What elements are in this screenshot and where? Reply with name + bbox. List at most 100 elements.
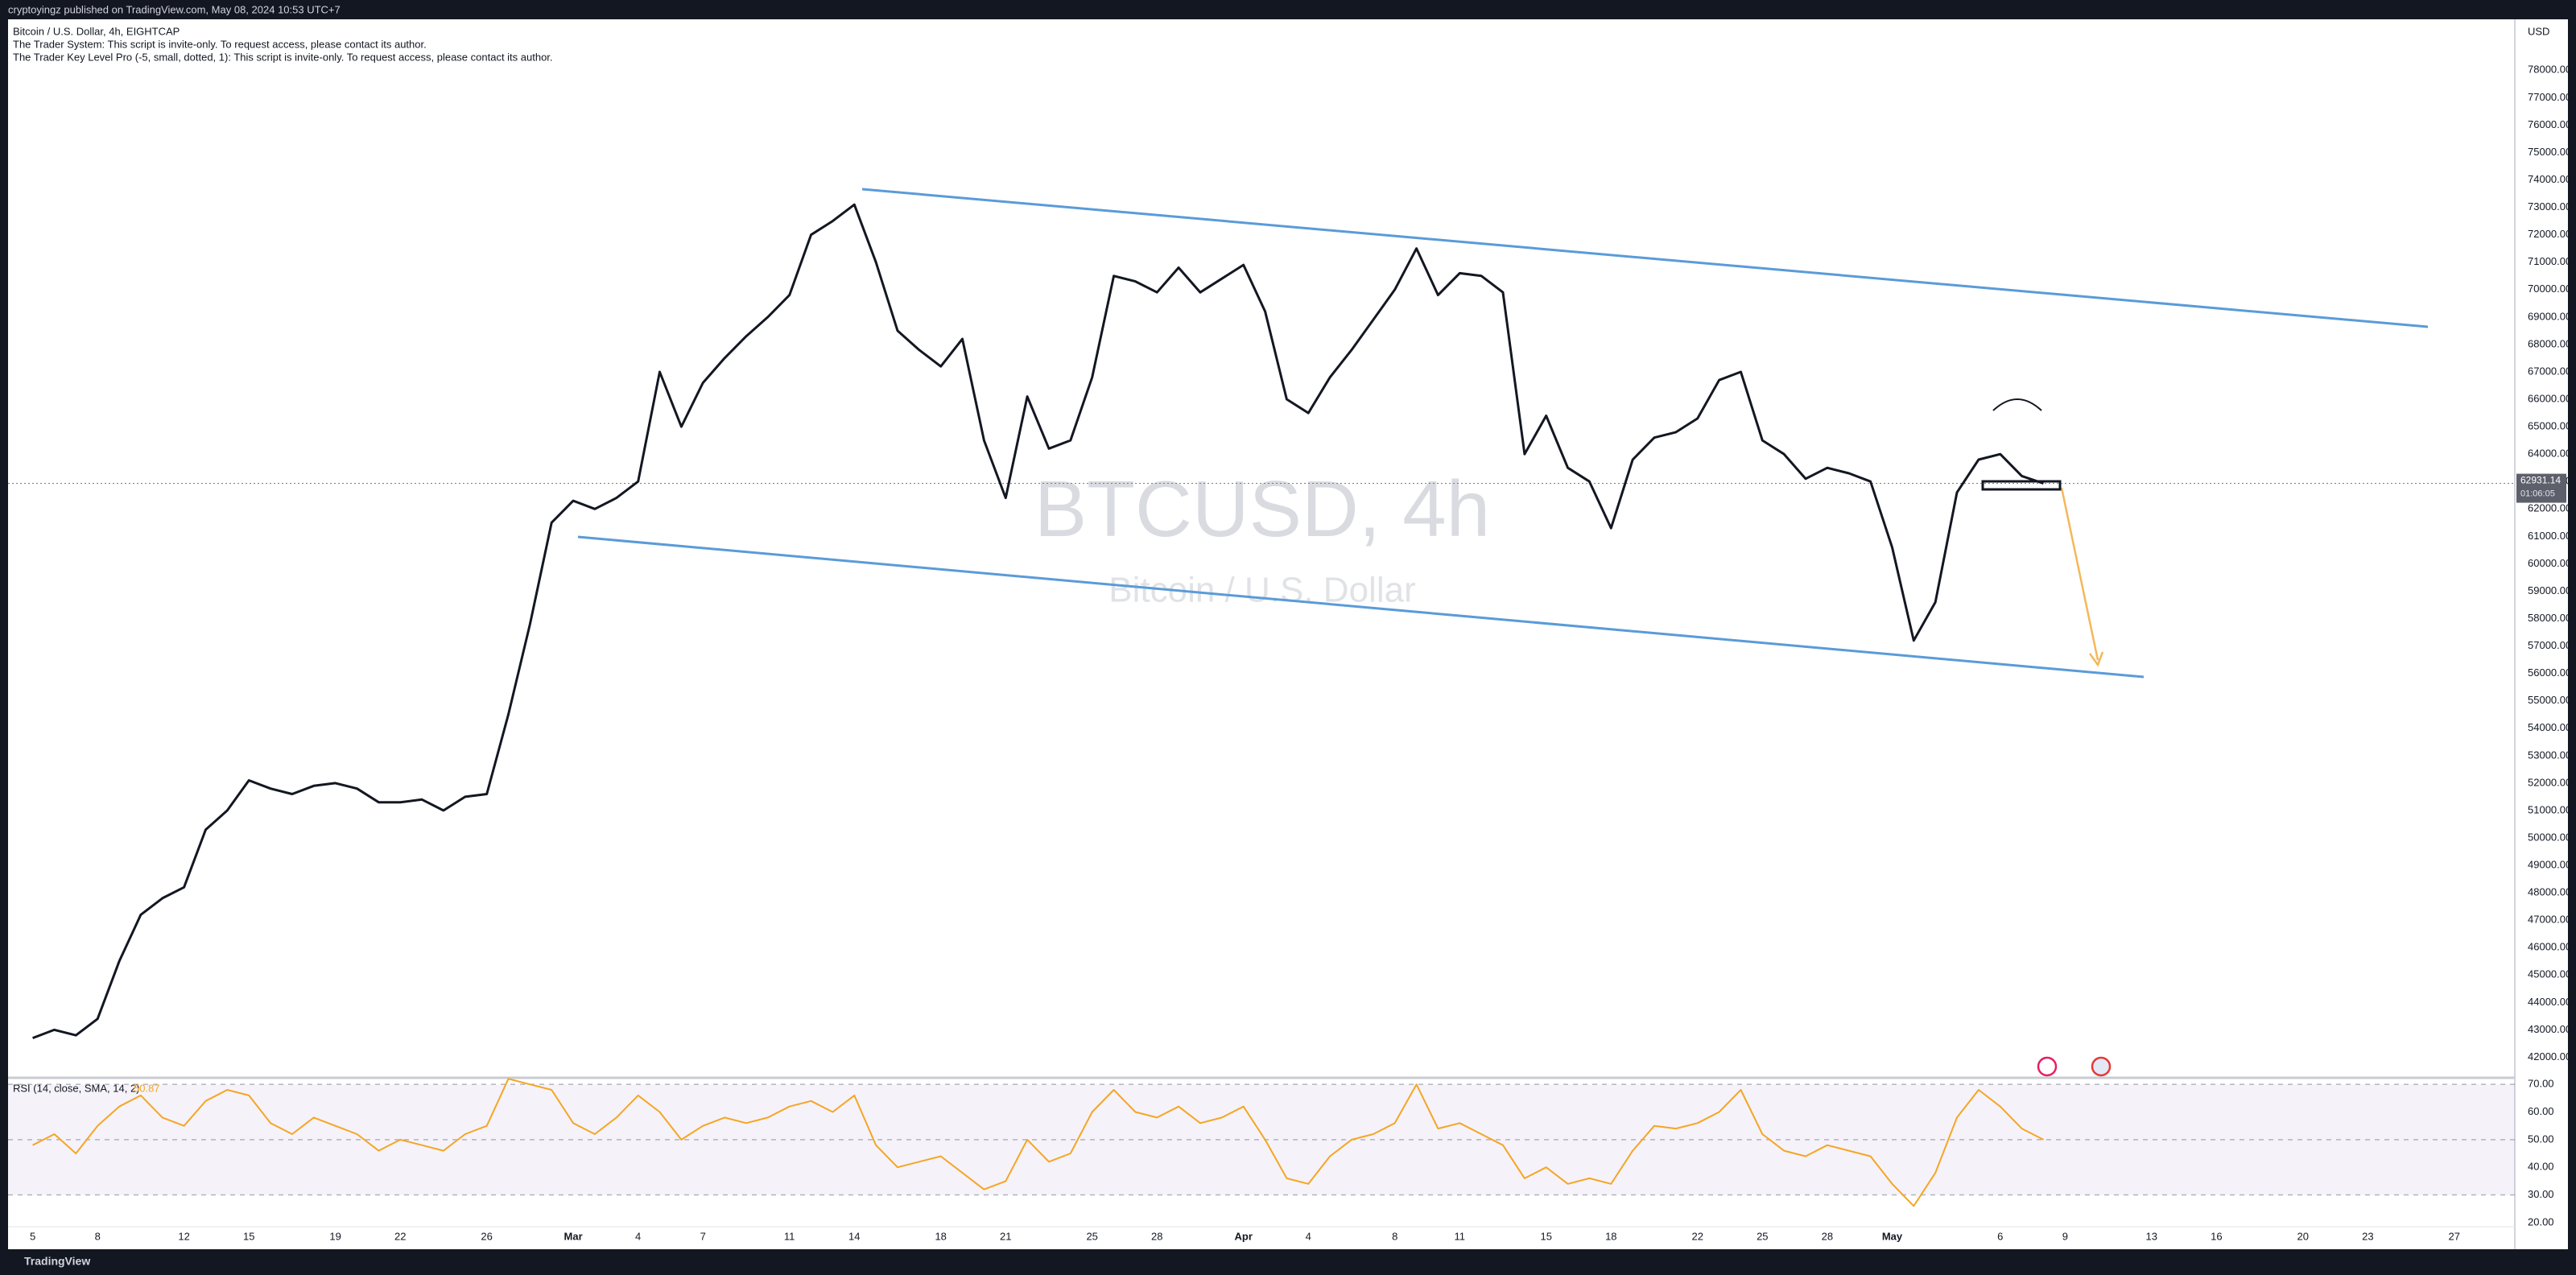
y-tick-label: 49000.00 [2528, 858, 2571, 870]
y-tick-label: 64000.00 [2528, 448, 2571, 460]
y-tick-label: 56000.00 [2528, 666, 2571, 679]
y-tick-label: 61000.00 [2528, 530, 2571, 542]
y-tick-label: 73000.00 [2528, 200, 2571, 212]
y-tick-label: 60000.00 [2528, 557, 2571, 569]
y-tick-label: 68000.00 [2528, 337, 2571, 349]
price-tag-value: 62931.14 [2520, 475, 2561, 486]
script-legend: The Trader System: This script is invite… [13, 38, 427, 50]
x-tick-label: 14 [848, 1230, 860, 1242]
bottom-bar [0, 1249, 2576, 1275]
x-tick-label: 22 [394, 1230, 406, 1242]
arrow-head [2088, 651, 2104, 667]
x-tick-label: 16 [2211, 1230, 2222, 1242]
y-tick-label: 78000.00 [2528, 64, 2571, 76]
y-tick-label: 30.00 [2528, 1188, 2554, 1200]
right-border [2568, 19, 2576, 1249]
x-tick-label: 27 [2449, 1230, 2460, 1242]
top-bar [0, 0, 2576, 19]
y-tick-label: 51000.00 [2528, 803, 2571, 815]
y-tick-label: 50.00 [2528, 1133, 2554, 1145]
x-tick-label: 20 [2297, 1230, 2309, 1242]
y-tick-label: 66000.00 [2528, 392, 2571, 404]
channel-upper [861, 188, 2429, 328]
key-level-box [1981, 480, 2062, 491]
x-tick-label: 8 [95, 1230, 101, 1242]
x-tick-label: 18 [1605, 1230, 1616, 1242]
x-tick-label: 6 [1997, 1230, 2003, 1242]
y-tick-label: 42000.00 [2528, 1050, 2571, 1062]
y-tick-label: 62000.00 [2528, 502, 2571, 514]
x-tick-label: 13 [2146, 1230, 2157, 1242]
x-tick-label: 28 [1822, 1230, 1833, 1242]
y-tick-label: 57000.00 [2528, 639, 2571, 651]
x-tick-label: 7 [700, 1230, 706, 1242]
y-tick-label: 76000.00 [2528, 118, 2571, 130]
event-icon[interactable] [2037, 1056, 2058, 1077]
y-tick-label: 48000.00 [2528, 886, 2571, 898]
y-tick-label: 74000.00 [2528, 173, 2571, 185]
y-tick-label: 59000.00 [2528, 584, 2571, 596]
price-line [32, 203, 2044, 1040]
x-tick-label: 26 [481, 1230, 492, 1242]
x-tick-label: 18 [935, 1230, 946, 1242]
y-tick-label: 67000.00 [2528, 365, 2571, 377]
left-border [0, 19, 8, 1249]
rsi-band [8, 1084, 2515, 1195]
x-tick-label: 19 [329, 1230, 341, 1242]
x-tick-label: 21 [1000, 1230, 1011, 1242]
watermark-title: BTCUSD, 4h [1034, 464, 1490, 553]
x-tick-label: 28 [1151, 1230, 1162, 1242]
price-tag-countdown: 01:06:05 [2520, 489, 2555, 498]
x-tick-label: 22 [1692, 1230, 1703, 1242]
x-tick-label: 8 [1392, 1230, 1397, 1242]
y-tick-label: 47000.00 [2528, 914, 2571, 926]
watermark-subtitle: Bitcoin / U.S. Dollar [1108, 571, 1415, 610]
x-tick-label: 11 [1455, 1230, 1466, 1242]
footer-brand: TradingView [24, 1255, 90, 1268]
y-tick-label: 69000.00 [2528, 310, 2571, 322]
y-tick-label: 46000.00 [2528, 941, 2571, 953]
x-tick-label: 23 [2362, 1230, 2373, 1242]
top-arc [1992, 398, 2042, 411]
price-tag [2516, 473, 2566, 503]
x-tick-label: 25 [1086, 1230, 1097, 1242]
y-tick-label: 75000.00 [2528, 146, 2571, 158]
x-tick-label: 15 [1540, 1230, 1551, 1242]
x-tick-label: 15 [243, 1230, 254, 1242]
rsi-line [32, 1078, 2044, 1207]
y-tick-label: 43000.00 [2528, 1023, 2571, 1035]
y-tick-label: 45000.00 [2528, 968, 2571, 980]
channel-lower [577, 535, 2145, 679]
x-tick-label: 5 [30, 1230, 35, 1242]
x-tick-label: 4 [1306, 1230, 1311, 1242]
y-tick-label: 52000.00 [2528, 776, 2571, 788]
y-tick-label: 53000.00 [2528, 749, 2571, 761]
script-legend: The Trader Key Level Pro (-5, small, dot… [13, 51, 553, 63]
currency: USD [2528, 25, 2549, 37]
y-tick-label: 58000.00 [2528, 612, 2571, 624]
y-tick-label: 70000.00 [2528, 283, 2571, 295]
y-tick-label: 40.00 [2528, 1161, 2554, 1173]
y-tick-label: 55000.00 [2528, 694, 2571, 706]
projection-arrow [2060, 487, 2099, 661]
x-tick-label: 25 [1757, 1230, 1768, 1242]
x-tick-label: 4 [635, 1230, 641, 1242]
y-tick-label: 71000.00 [2528, 255, 2571, 267]
y-tick-label: 44000.00 [2528, 996, 2571, 1008]
x-tick-label: 12 [178, 1230, 189, 1242]
rsi-legend-value: 50.87 [134, 1082, 160, 1094]
symbol-legend: Bitcoin / U.S. Dollar, 4h, EIGHTCAP [13, 25, 180, 37]
x-tick-label: Mar [564, 1230, 583, 1242]
y-tick-label: 54000.00 [2528, 721, 2571, 733]
y-tick-label: 60.00 [2528, 1105, 2554, 1117]
y-tick-label: 77000.00 [2528, 91, 2571, 103]
y-tick-label: 70.00 [2528, 1078, 2554, 1090]
plot-area: 42000.00 43000.00 44000.00 45000.00 46000.00… [8, 64, 2571, 1242]
event-icon[interactable] [2091, 1056, 2112, 1077]
x-tick-label: May [1882, 1230, 1903, 1242]
y-tick-label: 50000.00 [2528, 831, 2571, 843]
y-tick-label: 72000.00 [2528, 228, 2571, 240]
y-tick-label: 20.00 [2528, 1215, 2554, 1228]
